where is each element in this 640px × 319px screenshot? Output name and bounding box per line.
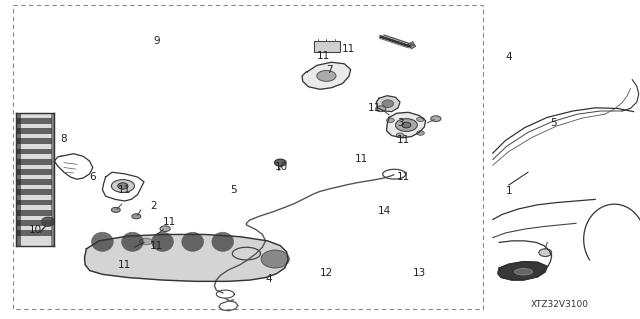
Bar [17, 210, 52, 216]
Ellipse shape [396, 119, 417, 131]
Text: 3: 3 [397, 118, 403, 128]
Text: 12: 12 [320, 268, 333, 278]
Ellipse shape [275, 159, 286, 166]
Ellipse shape [396, 133, 404, 137]
Bar [17, 169, 52, 175]
Text: 11: 11 [163, 217, 176, 227]
Text: 11: 11 [355, 154, 368, 165]
Ellipse shape [387, 118, 394, 122]
Text: 9: 9 [154, 36, 160, 47]
Text: 6: 6 [90, 172, 96, 182]
Ellipse shape [140, 238, 152, 245]
Ellipse shape [376, 106, 386, 112]
Ellipse shape [111, 180, 134, 192]
Text: 11: 11 [397, 135, 410, 145]
Ellipse shape [515, 269, 532, 275]
Text: 8: 8 [61, 134, 67, 144]
Text: 14: 14 [378, 205, 390, 216]
Ellipse shape [261, 250, 289, 268]
Ellipse shape [382, 100, 394, 108]
Bar [16, 113, 21, 246]
Text: 2: 2 [150, 201, 157, 211]
Text: 11: 11 [317, 51, 330, 61]
Bar [13, 5, 483, 309]
Bar [17, 189, 52, 195]
Text: 10: 10 [275, 162, 288, 173]
Bar [17, 138, 52, 144]
Bar [17, 220, 52, 226]
Ellipse shape [152, 232, 173, 251]
Text: 11: 11 [397, 172, 410, 182]
Text: 4: 4 [266, 274, 272, 284]
Bar [17, 149, 52, 154]
Ellipse shape [539, 249, 552, 256]
Text: 5: 5 [230, 185, 237, 195]
Bar [51, 113, 54, 246]
Bar [17, 179, 52, 185]
Bar [17, 230, 52, 236]
Bar [408, 41, 415, 49]
Ellipse shape [212, 232, 234, 251]
Text: 1: 1 [506, 186, 512, 197]
Text: XTZ32V3100: XTZ32V3100 [531, 300, 589, 309]
Bar [314, 41, 340, 52]
Bar [17, 118, 52, 124]
Text: 11: 11 [118, 185, 131, 195]
Text: 10: 10 [29, 225, 42, 235]
Ellipse shape [111, 207, 120, 212]
Ellipse shape [182, 232, 204, 251]
Polygon shape [376, 96, 400, 112]
Ellipse shape [122, 232, 143, 251]
Ellipse shape [317, 70, 336, 81]
Ellipse shape [417, 131, 424, 135]
Ellipse shape [160, 226, 170, 232]
Bar [17, 159, 52, 165]
Text: 13: 13 [413, 268, 426, 278]
Bar [17, 128, 52, 134]
Ellipse shape [118, 183, 128, 189]
Ellipse shape [132, 214, 141, 219]
Text: 4: 4 [506, 52, 512, 63]
Ellipse shape [42, 217, 54, 226]
Polygon shape [498, 262, 547, 280]
Text: 11: 11 [342, 44, 355, 55]
Polygon shape [387, 112, 426, 138]
Ellipse shape [417, 117, 424, 122]
Ellipse shape [431, 116, 441, 122]
Ellipse shape [402, 122, 411, 128]
Text: 11: 11 [368, 103, 381, 114]
Polygon shape [84, 234, 288, 281]
Text: 5: 5 [550, 118, 557, 128]
Ellipse shape [92, 232, 113, 251]
Text: 7: 7 [326, 65, 333, 75]
Bar [17, 200, 52, 205]
Text: 11: 11 [150, 241, 163, 251]
Polygon shape [302, 62, 351, 89]
Text: 11: 11 [118, 260, 131, 270]
Bar [16, 113, 54, 246]
